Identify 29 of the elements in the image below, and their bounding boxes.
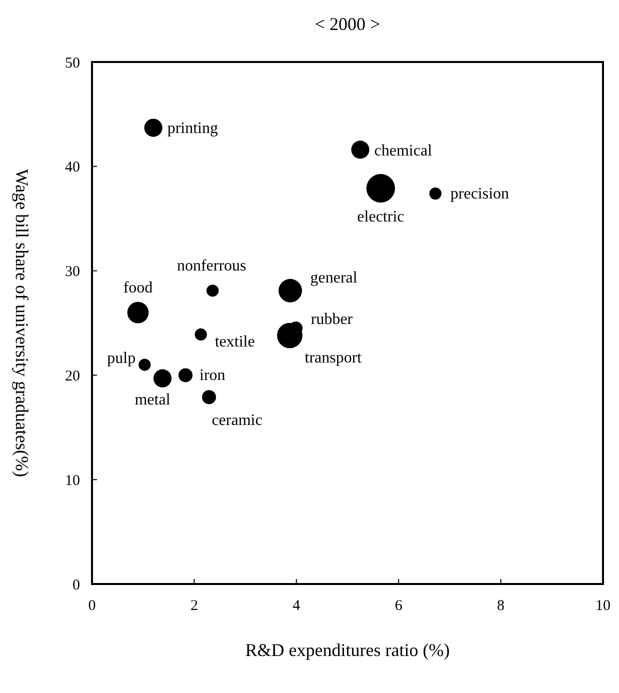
annotation: ceramic <box>212 412 262 430</box>
annotation: rubber <box>310 311 354 328</box>
annotation: food <box>123 280 153 297</box>
y-tick-label: 30 <box>65 264 80 280</box>
annotation: chemical <box>374 142 433 160</box>
x-axis-title: R&D expenditures ratio (%) <box>245 640 450 660</box>
annotation: pulp <box>107 350 136 367</box>
y-tick-label: 10 <box>65 472 80 489</box>
chart-title: < 2000 > <box>314 14 380 34</box>
annotation: general <box>310 270 358 287</box>
x-tick-label: 8 <box>497 598 505 614</box>
x-tick-label: 10 <box>596 598 610 614</box>
y-tick-label: 20 <box>65 368 80 384</box>
annotation: printing <box>167 120 218 137</box>
annotation: nonferrous <box>176 258 246 275</box>
annotation: electric <box>357 208 404 226</box>
x-tick-label: 6 <box>394 598 403 614</box>
x-tick-label: 4 <box>292 598 301 614</box>
annotation: precision <box>450 186 510 203</box>
annotation: transport <box>304 350 362 367</box>
x-tick-label: 2 <box>190 598 198 614</box>
annotation: iron <box>200 367 226 384</box>
annotation: metal <box>134 391 171 408</box>
annotation: textile <box>214 333 255 350</box>
y-tick-label: 50 <box>65 55 80 72</box>
y-tick-label: 0 <box>72 577 80 594</box>
x-tick-label: 0 <box>88 598 96 614</box>
y-axis-title: Wage bill share of university graduates(%) <box>12 169 32 477</box>
y-tick-label: 40 <box>65 160 80 176</box>
